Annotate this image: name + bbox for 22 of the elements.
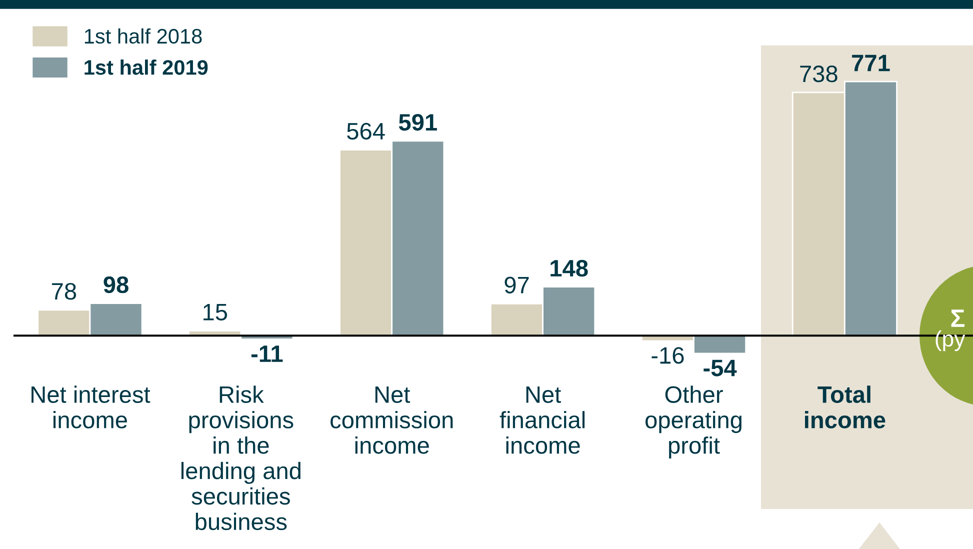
data-label: 98 [104,276,128,294]
data-label: 591 [398,114,437,131]
data-label: 771 [852,54,890,72]
x-tick-label: Net interest income [32,386,150,428]
data-label: 738 [800,66,838,82]
x-tick-label: Total income [805,386,886,428]
data-label: -11 [251,346,283,362]
annotation: Σ [951,310,964,327]
data-label: 78 [52,282,76,300]
x-tick-label: Risk provisions in the lending and securities business [181,386,300,530]
data-label: 15 [204,304,228,320]
legend-label: 1st half 2018 [84,28,202,44]
annotation: (py [936,330,966,352]
data-label: -54 [704,360,737,376]
x-tick-label: Net commission income [330,386,453,454]
x-tick-label: Net financial income [500,386,585,454]
data-label: 564 [347,122,385,140]
data-label: 148 [550,260,588,277]
data-label: -16 [652,347,684,364]
data-label: 97 [504,276,529,294]
x-tick-label: Other operating profit [646,386,742,458]
legend-label: 1st half 2019 [84,60,208,75]
